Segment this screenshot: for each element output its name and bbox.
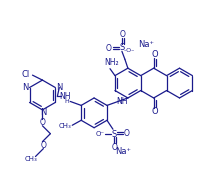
- Text: O: O: [151, 50, 158, 59]
- Text: H: H: [64, 99, 69, 104]
- Text: O: O: [112, 143, 118, 152]
- Text: –O–: –O–: [123, 48, 135, 53]
- Text: O: O: [151, 107, 158, 116]
- Text: CH₃: CH₃: [59, 123, 72, 129]
- Text: NH₂: NH₂: [105, 58, 119, 67]
- Text: S: S: [119, 43, 125, 52]
- Text: CH₃: CH₃: [24, 156, 37, 163]
- Text: N: N: [22, 83, 29, 92]
- Text: O: O: [40, 118, 45, 127]
- Text: Na⁺: Na⁺: [115, 147, 131, 155]
- Text: N: N: [40, 108, 47, 117]
- Text: O: O: [124, 129, 130, 138]
- Text: Cl: Cl: [21, 70, 30, 79]
- Text: O: O: [106, 44, 112, 53]
- Text: O: O: [120, 30, 126, 39]
- Text: O⁻: O⁻: [95, 131, 105, 137]
- Text: S: S: [111, 130, 117, 139]
- Text: NH: NH: [60, 92, 71, 101]
- Text: Na⁺: Na⁺: [138, 40, 154, 49]
- Text: N: N: [56, 83, 62, 92]
- Text: NH: NH: [117, 97, 128, 106]
- Text: O: O: [40, 141, 46, 150]
